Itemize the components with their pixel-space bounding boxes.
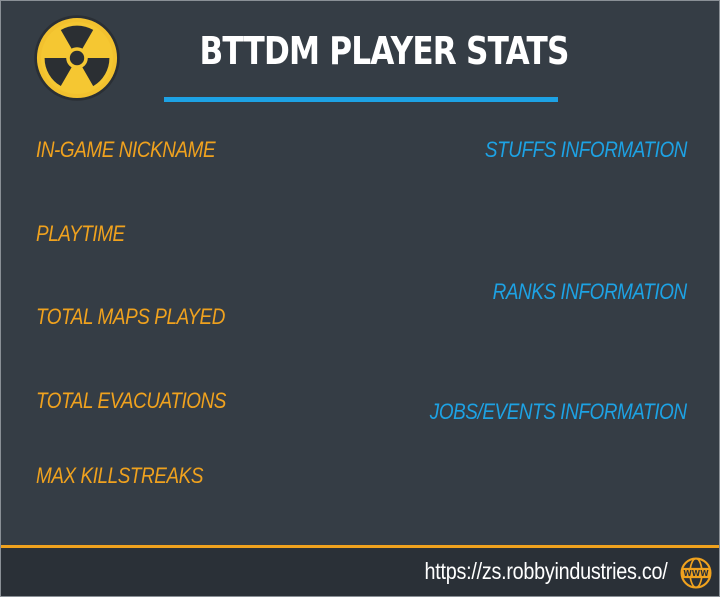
stat-total-evacuations: TOTAL EVACUATIONS [36,388,227,413]
stat-total-maps-played: TOTAL MAPS PLAYED [36,304,225,329]
globe-www-icon[interactable]: WWW [679,556,713,590]
footer-divider [1,545,719,548]
link-ranks-information[interactable]: RANKS INFORMATION [492,279,688,304]
link-stuffs-information[interactable]: STUFFS INFORMATION [484,137,688,162]
title-underline [164,97,558,102]
footer: https://zs.robbyindustries.co/ WWW [1,548,719,596]
page-title: BTTDM PLAYER STATS [199,29,569,73]
stat-max-killstreaks: MAX KILLSTREAKS [36,463,204,488]
stat-in-game-nickname: IN-GAME NICKNAME [36,137,216,162]
link-jobs-events-information[interactable]: JOBS/EVENTS INFORMATION [430,399,687,424]
radiation-icon [34,15,120,101]
www-label: WWW [683,569,709,578]
stat-playtime: PLAYTIME [36,221,125,246]
site-url-link[interactable]: https://zs.robbyindustries.co/ [424,558,667,584]
